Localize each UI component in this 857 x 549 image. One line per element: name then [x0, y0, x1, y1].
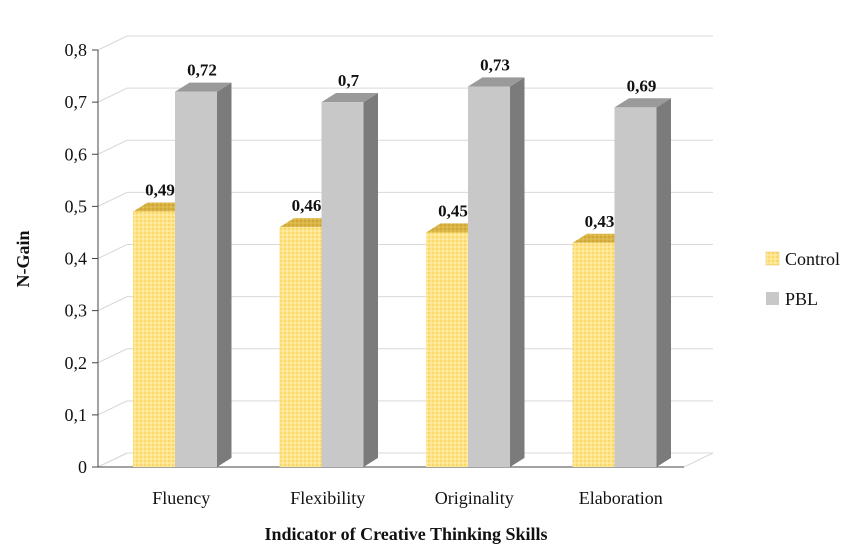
x-tick-label: Elaboration — [579, 488, 663, 508]
bar-side — [363, 93, 378, 468]
gridline-diagonal — [97, 35, 128, 51]
y-tick-label: 0,3 — [65, 301, 88, 321]
bar-top — [468, 77, 525, 87]
data-label: 0,45 — [438, 201, 468, 220]
bars — [133, 77, 671, 468]
data-label: 0,69 — [627, 76, 657, 95]
data-label: 0,7 — [338, 71, 360, 90]
bar-front — [175, 91, 217, 467]
gridline-diagonal — [97, 139, 128, 155]
x-tick-label: Fluency — [152, 488, 210, 508]
legend-label-control: Control — [785, 249, 840, 269]
data-label: 0,46 — [292, 196, 322, 215]
y-tick-label: 0,4 — [65, 249, 88, 269]
x-tick-label: Originality — [435, 488, 514, 508]
gridline-diagonal — [97, 191, 128, 207]
y-tick-label: 0,6 — [65, 144, 88, 164]
legend: Control PBL — [765, 249, 840, 309]
y-tick-label: 0 — [78, 457, 87, 477]
bar-top — [321, 93, 378, 103]
bar-front — [279, 227, 322, 467]
bar-front — [426, 232, 468, 467]
data-label: 0,43 — [585, 212, 615, 231]
legend-swatch-pbl — [766, 292, 779, 305]
bar-front — [468, 86, 510, 468]
legend-label-pbl: PBL — [785, 289, 818, 309]
gridline-diagonal — [97, 348, 128, 364]
x-axis-title: Indicator of Creative Thinking Skills — [264, 524, 547, 544]
gridline-diagonal — [97, 244, 128, 259]
bar — [468, 77, 525, 468]
bar-side — [656, 98, 671, 468]
bar-top — [614, 98, 671, 108]
bar-side — [510, 77, 525, 467]
legend-swatch-control — [765, 251, 780, 266]
bar-front — [572, 242, 615, 467]
bar — [321, 93, 378, 468]
y-tick-label: 0,7 — [65, 92, 88, 112]
x-tick-label: Flexibility — [290, 488, 365, 508]
bar — [175, 82, 232, 467]
y-axis-title: N-Gain — [13, 230, 33, 287]
bar-top — [175, 82, 232, 92]
data-labels: 0,49 0,72 0,46 0,7 0,45 0,73 0,43 0,69 — [145, 55, 656, 230]
bar-front — [133, 211, 175, 467]
y-tick-label: 0,2 — [65, 353, 88, 373]
bar-side — [217, 82, 232, 467]
y-tick-label: 0,1 — [65, 405, 88, 425]
y-tick-label: 0,8 — [65, 40, 88, 60]
gridline-diagonal — [97, 296, 128, 312]
gridline-diagonal — [97, 400, 128, 416]
bar-front — [321, 102, 364, 467]
data-label: 0,73 — [480, 55, 510, 74]
y-tick-label: 0,5 — [65, 196, 88, 216]
data-label: 0,49 — [145, 181, 175, 200]
data-label: 0,72 — [187, 61, 217, 80]
gridline-diagonal — [97, 87, 128, 103]
bar-front — [614, 107, 657, 468]
bar — [614, 98, 671, 468]
